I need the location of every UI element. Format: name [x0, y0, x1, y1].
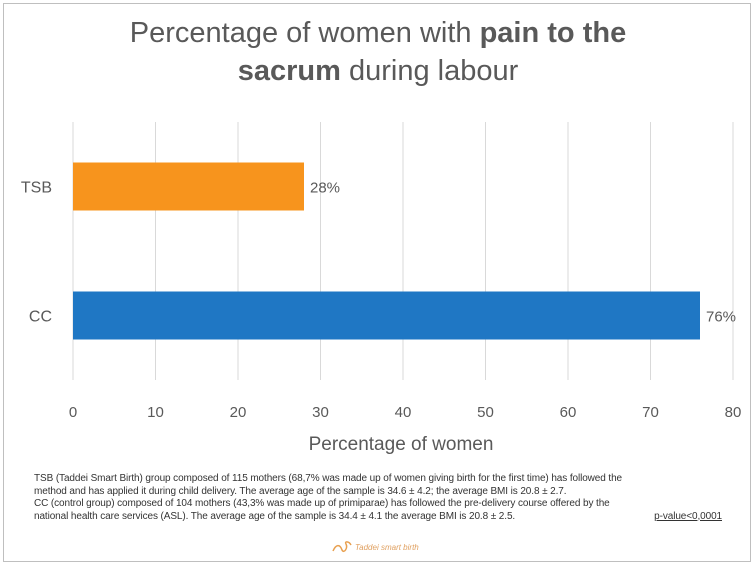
data-label: 28% — [310, 180, 340, 197]
footnote-line4: national health care services (ASL). The… — [34, 510, 516, 522]
y-category-label: TSB — [21, 180, 52, 197]
footnote-line1: TSB (Taddei Smart Birth) group composed … — [34, 473, 623, 484]
x-tick-label: 70 — [642, 404, 659, 421]
bar-cc — [73, 291, 700, 340]
footnote-line2: method and has applied it during child d… — [34, 485, 567, 497]
data-label: 76% — [706, 309, 736, 326]
x-tick-label: 20 — [230, 404, 247, 421]
x-tick-label: 30 — [312, 404, 329, 421]
footnote-line3: CC (control group) composed of 104 mothe… — [34, 498, 610, 509]
logo-text: Taddei smart birth — [355, 542, 419, 552]
x-tick-label: 0 — [69, 404, 77, 421]
footnote: TSB (Taddei Smart Birth) group composed … — [34, 473, 734, 523]
x-axis-label: Percentage of women — [309, 434, 494, 455]
chart-title-bold2: sacrum — [237, 55, 341, 87]
x-tick-label: 10 — [147, 404, 164, 421]
chart-title-part2: during labour — [340, 55, 519, 87]
x-tick-label: 60 — [560, 404, 577, 421]
x-tick-label: 80 — [725, 404, 742, 421]
chart-frame — [3, 3, 751, 562]
chart-title-bold1: pain to the — [479, 17, 627, 49]
bar-chart: 0 10 20 30 40 50 60 70 80 TSB 28% CC 76% Percentage … — [21, 122, 742, 455]
y-category-label: CC — [29, 309, 52, 326]
chart-title-part1: Percentage of women with — [129, 17, 480, 49]
chart-title: Percentage of women with pain to the sac… — [0, 14, 756, 90]
logo-swirl-icon — [332, 541, 352, 553]
p-value-label: p-value<0,0001 — [654, 510, 722, 522]
taddei-logo: Taddei smart birth — [332, 538, 419, 556]
x-tick-label: 50 — [477, 404, 494, 421]
bar-tsb — [73, 162, 304, 211]
x-tick-label: 40 — [395, 404, 412, 421]
